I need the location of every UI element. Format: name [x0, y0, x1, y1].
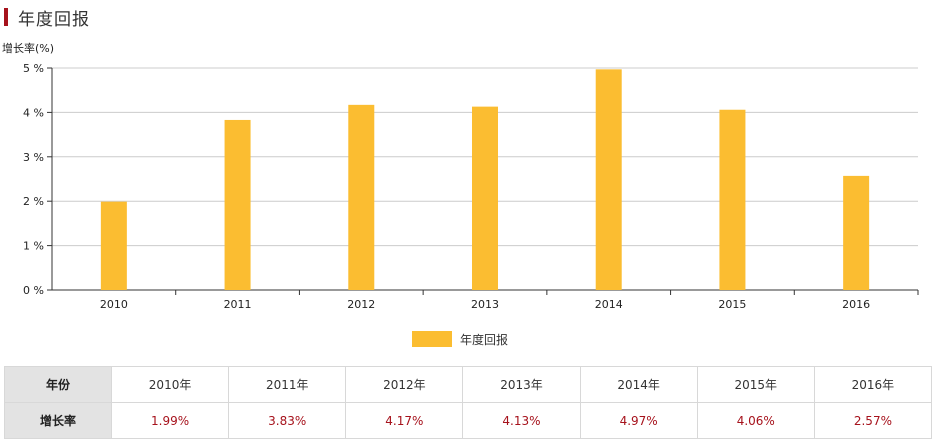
y-tick-label: 4 % [23, 106, 44, 119]
table-cell-year: 2012年 [345, 366, 464, 403]
table-cell-rate: 3.83% [228, 402, 347, 439]
section-accent-bar [4, 8, 8, 26]
table-cell-rate: 4.97% [579, 402, 698, 439]
y-tick-label: 3 % [23, 151, 44, 164]
y-tick-label: 0 % [23, 284, 44, 297]
table-row-rates: 增长率 1.99% 3.83% 4.17% 4.13% 4.97% 4.06% 2.57% [4, 402, 933, 439]
y-tick-label: 2 % [23, 195, 44, 208]
x-tick-label: 2016 [842, 298, 870, 311]
x-tick-label: 2015 [718, 298, 746, 311]
table-cell-rate: 2.57% [813, 402, 933, 439]
legend-label: 年度回报 [460, 332, 509, 347]
legend-swatch [412, 331, 452, 347]
table-header-year: 年份 [4, 366, 112, 403]
table-cell-year: 2016年 [813, 366, 933, 403]
bar-2010 [100, 201, 127, 290]
bar-2015 [719, 109, 746, 291]
bar-2013 [472, 106, 498, 291]
table-cell-year: 2011年 [228, 366, 347, 403]
x-tick-label: 2010 [100, 298, 128, 311]
table-cell-rate: 4.17% [345, 402, 464, 439]
bar-2014 [595, 69, 622, 290]
section-title: 年度回报 [18, 9, 90, 30]
table-cell-rate: 4.06% [696, 402, 815, 439]
table-cell-year: 2010年 [110, 366, 230, 403]
section-header: 年度回报 [0, 4, 90, 30]
table-cell-rate: 1.99% [110, 402, 230, 439]
chart-legend[interactable]: 年度回报 [412, 329, 508, 349]
x-tick-label: 2012 [347, 298, 375, 311]
bar-chart: 增长率(%) 0 % 1 % 2 % 3 % 4 % 5 % 2010 2011 2012 2013… [0, 36, 940, 356]
bar-2011 [224, 119, 251, 290]
x-tick-label: 2014 [595, 298, 623, 311]
annual-return-table: 年份 2010年 2011年 2012年 2013年 2014年 2015年 2016年 增… [4, 366, 933, 439]
x-tick-label: 2011 [224, 298, 252, 311]
bar-2016 [843, 175, 870, 290]
y-tick-label: 1 % [23, 240, 44, 253]
table-header-rate: 增长率 [4, 402, 112, 439]
table-cell-year: 2015年 [696, 366, 815, 403]
chart-svg: 增长率(%) 0 % 1 % 2 % 3 % 4 % 5 % 2010 2011 2012 2013… [2, 41, 919, 311]
bar-2012 [348, 104, 375, 291]
table-cell-year: 2014年 [579, 366, 698, 403]
y-axis-title: 增长率(%) [2, 41, 54, 55]
table-cell-year: 2013年 [462, 366, 581, 403]
x-tick-label: 2013 [471, 298, 499, 311]
table-cell-rate: 4.13% [462, 402, 581, 439]
y-tick-label: 5 % [23, 62, 44, 75]
table-row-years: 年份 2010年 2011年 2012年 2013年 2014年 2015年 2016年 [4, 366, 933, 403]
